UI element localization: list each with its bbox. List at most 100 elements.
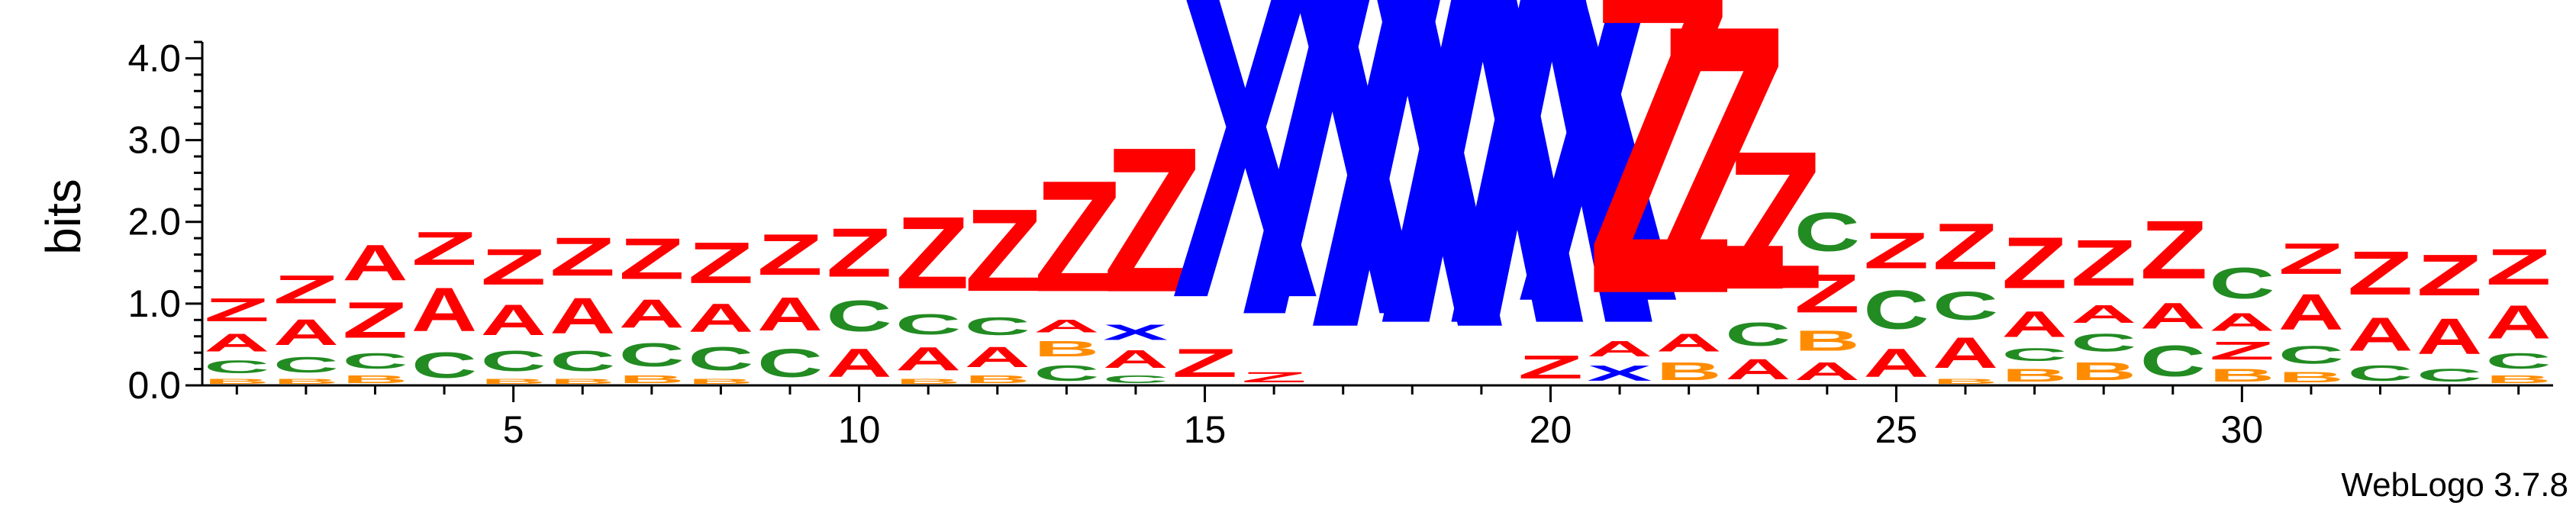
logo-letter-Z: Z: [1725, 110, 1823, 330]
logo-letter-A: A: [965, 340, 1030, 373]
logo-letter-C: C: [757, 340, 823, 385]
logo-column-20: ZX: [1517, 0, 1679, 421]
logo-letter-C: C: [1103, 373, 1169, 385]
x-tick-label: 5: [503, 408, 524, 451]
logo-letter-Z: Z: [2071, 226, 2136, 300]
logo-column-21: XAZ: [1587, 0, 1734, 392]
logo-letter-C: C: [1725, 316, 1791, 353]
logo-letter-C: C: [342, 349, 408, 373]
logo-letter-Z: Z: [827, 214, 892, 292]
logo-letter-C: C: [965, 312, 1030, 341]
y-tick-label: 1.0: [127, 282, 181, 325]
logo-column-33: CAZ: [2416, 243, 2482, 385]
x-tick-label: 15: [1184, 408, 1227, 451]
logo-letter-C: C: [688, 340, 753, 377]
logo-column-17: X: [1311, 0, 1506, 504]
y-tick-label: 2.0: [127, 201, 181, 243]
logo-letter-Z: Z: [2348, 239, 2413, 308]
x-tick-label: 25: [1875, 408, 1918, 451]
logo-letter-Z: Z: [1656, 0, 1789, 369]
logo-letter-Z: Z: [273, 267, 339, 312]
logo-letter-C: C: [2140, 337, 2206, 386]
y-tick-label: 0.0: [127, 364, 181, 407]
logo-letter-Z: Z: [2209, 337, 2275, 366]
logo-letter-X: X: [1587, 361, 1652, 385]
logo-letter-B: B: [1656, 357, 1722, 386]
y-tick-label: 4.0: [127, 37, 181, 79]
logo-column-9: CAZ: [757, 222, 823, 385]
logo-letter-A: A: [895, 340, 961, 377]
logo-letter-A: A: [2071, 300, 2136, 329]
logo-letter-C: C: [2486, 349, 2552, 373]
logo-column-4: CAZ: [411, 222, 477, 385]
logo-letter-Z: Z: [688, 230, 753, 296]
logo-letter-A: A: [481, 295, 546, 345]
logo-letter-X: X: [1379, 0, 1587, 509]
logo-letter-A: A: [342, 234, 408, 292]
logo-letter-A: A: [550, 288, 615, 345]
weblogo-version-footer: WebLogo 3.7.8: [2341, 466, 2568, 504]
logo-letter-A: A: [757, 288, 823, 340]
logo-letter-A: A: [619, 292, 685, 337]
logo-letter-B: B: [2278, 369, 2344, 385]
logo-letter-Z: Z: [1933, 209, 1998, 283]
logo-letter-Z: Z: [2002, 222, 2068, 304]
x-tick-label: 20: [1530, 408, 1572, 451]
logo-letter-X: X: [1517, 0, 1679, 421]
logo-letter-Z: Z: [2416, 243, 2482, 308]
logo-letter-C: C: [2278, 340, 2344, 369]
logo-column-10: ACZ: [827, 214, 892, 385]
logo-letter-X: X: [1103, 320, 1169, 344]
logo-column-23: ACZ: [1725, 110, 1823, 385]
logo-letter-Z: Z: [1517, 349, 1583, 385]
logo-letter-B: B: [1933, 377, 1998, 385]
logo-letter-A: A: [204, 328, 269, 357]
logo-letter-C: C: [1863, 279, 1929, 340]
logo-letter-Z: Z: [2486, 239, 2552, 296]
logo-letter-Z: Z: [204, 292, 269, 328]
logo-column-19: X: [1449, 0, 1656, 509]
logo-column-32: CAZ: [2348, 239, 2413, 385]
logo-letter-A: A: [2486, 296, 2552, 349]
logo-letter-B: B: [688, 377, 753, 385]
logo-stacks: BCAZBCAZBCZACAZBCAZBCAZBCAZBCAZCAZACZBAC…: [204, 0, 2551, 509]
logo-letter-B: B: [342, 373, 408, 385]
logo-letter-A: A: [2002, 304, 2068, 345]
logo-letter-X: X: [1449, 0, 1656, 509]
logo-letter-C: C: [273, 353, 339, 378]
logo-letter-Z: Z: [1103, 104, 1203, 335]
logo-letter-A: A: [1103, 345, 1169, 374]
logo-letter-B: B: [2071, 357, 2136, 386]
logo-letter-Z: Z: [1863, 222, 1929, 279]
logo-column-16: ZX: [1241, 0, 1424, 470]
logo-letter-B: B: [1033, 337, 1099, 361]
logo-letter-C: C: [1933, 283, 1998, 328]
logo-column-18: X: [1379, 0, 1587, 509]
logo-letter-C: C: [411, 345, 477, 385]
logo-letter-X: X: [1241, 0, 1424, 470]
logo-letter-A: A: [688, 295, 753, 340]
logo-letter-Z: Z: [757, 222, 823, 288]
logo-letter-A: A: [1933, 328, 1998, 378]
x-tick-label: 30: [2221, 408, 2264, 451]
logo-letter-A: A: [411, 275, 477, 345]
logo-letter-C: C: [2209, 259, 2275, 308]
logo-letter-A: A: [1587, 337, 1652, 361]
logo-letter-C: C: [2071, 328, 2136, 357]
logo-letter-C: C: [827, 292, 892, 341]
logo-letter-B: B: [965, 373, 1030, 385]
logo-letter-B: B: [204, 377, 269, 385]
logo-letter-Z: Z: [895, 196, 969, 311]
logo-letter-C: C: [1794, 201, 1860, 263]
